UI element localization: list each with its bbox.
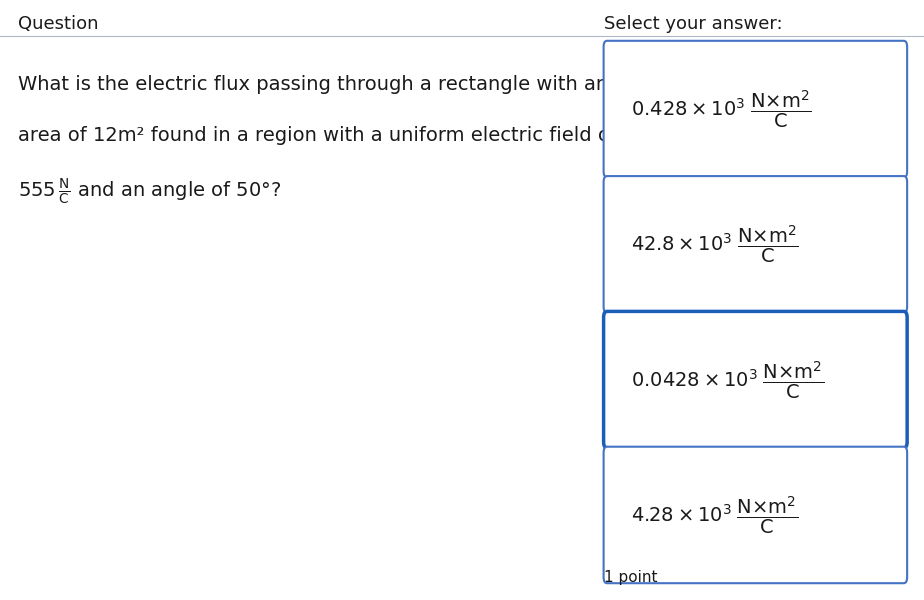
Text: $0.0428\times 10^{3}\;\dfrac{\mathrm{N}{\times}\mathrm{m}^{2}}{\mathrm{C}}$: $0.0428\times 10^{3}\;\dfrac{\mathrm{N}{… bbox=[630, 359, 823, 401]
Text: $0.428\times 10^{3}\;\dfrac{\mathrm{N}{\times}\mathrm{m}^{2}}{\mathrm{C}}$: $0.428\times 10^{3}\;\dfrac{\mathrm{N}{\… bbox=[630, 88, 811, 130]
Text: 1 point: 1 point bbox=[603, 570, 657, 585]
FancyBboxPatch shape bbox=[603, 176, 907, 313]
Text: area of 12m² found in a region with a uniform electric field of: area of 12m² found in a region with a un… bbox=[18, 126, 616, 145]
FancyBboxPatch shape bbox=[603, 311, 907, 448]
Text: Select your answer:: Select your answer: bbox=[603, 15, 783, 33]
FancyBboxPatch shape bbox=[603, 446, 907, 583]
Text: $555\,\frac{\mathrm{N}}{\mathrm{C}}$ and an angle of 50°?: $555\,\frac{\mathrm{N}}{\mathrm{C}}$ and… bbox=[18, 177, 281, 207]
Text: What is the electric flux passing through a rectangle with an: What is the electric flux passing throug… bbox=[18, 75, 608, 94]
Text: $42.8\times 10^{3}\;\dfrac{\mathrm{N}{\times}\mathrm{m}^{2}}{\mathrm{C}}$: $42.8\times 10^{3}\;\dfrac{\mathrm{N}{\t… bbox=[630, 223, 798, 265]
Text: $4.28\times 10^{3}\;\dfrac{\mathrm{N}{\times}\mathrm{m}^{2}}{\mathrm{C}}$: $4.28\times 10^{3}\;\dfrac{\mathrm{N}{\t… bbox=[630, 494, 797, 536]
FancyBboxPatch shape bbox=[603, 41, 907, 178]
Text: Question: Question bbox=[18, 15, 98, 33]
